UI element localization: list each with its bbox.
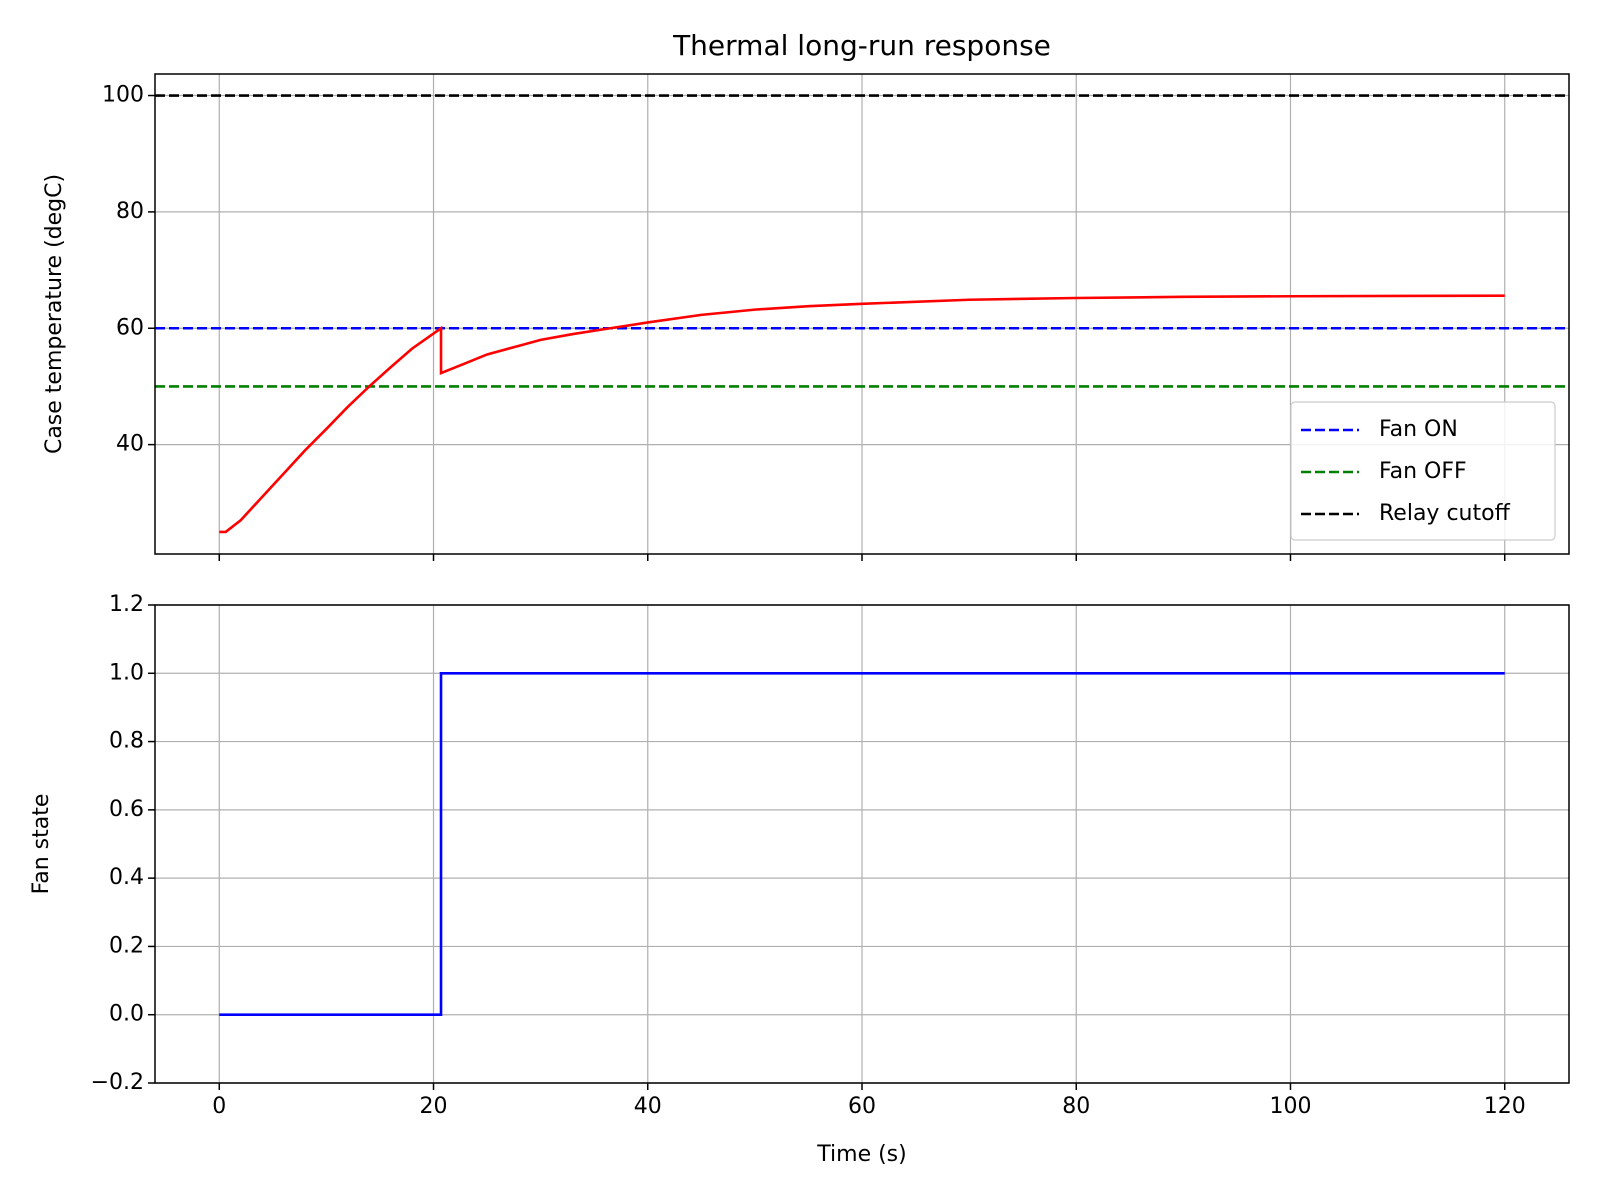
- y-tick-label: 0.6: [109, 797, 144, 822]
- legend-label: Relay cutoff: [1379, 501, 1511, 526]
- legend-label: Fan OFF: [1379, 459, 1467, 484]
- x-tick-label: 0: [212, 1094, 226, 1119]
- plot-frame: [154, 73, 1570, 555]
- y-axis-label: Fan state: [29, 794, 54, 895]
- chart-title: Thermal long-run response: [672, 29, 1051, 62]
- legend-label: Fan ON: [1379, 417, 1458, 442]
- y-tick-label: 100: [102, 83, 144, 108]
- x-tick-label: 120: [1484, 1094, 1526, 1119]
- x-tick-label: 80: [1062, 1094, 1090, 1119]
- data-line: [219, 671, 1505, 1017]
- y-tick-label: 40: [116, 432, 144, 457]
- y-tick-label: −0.2: [91, 1070, 144, 1095]
- y-tick-label: 0.4: [109, 865, 144, 890]
- x-tick-label: 20: [420, 1094, 448, 1119]
- y-tick-label: 60: [116, 315, 144, 340]
- y-tick-label: 0.0: [109, 1002, 144, 1027]
- x-axis-label: Time (s): [816, 1142, 906, 1167]
- plot-frame: [154, 604, 1570, 1084]
- x-tick-label: 60: [848, 1094, 876, 1119]
- y-tick-label: 0.8: [109, 729, 144, 754]
- y-tick-label: 0.2: [109, 933, 144, 958]
- x-tick-label: 40: [634, 1094, 662, 1119]
- legend-box: [1290, 401, 1556, 541]
- x-tick-label: 100: [1269, 1094, 1311, 1119]
- y-axis-label: Case temperature (degC): [42, 174, 67, 454]
- y-tick-label: 80: [116, 199, 144, 224]
- y-tick-label: 1.0: [109, 660, 144, 685]
- data-line: [219, 294, 1505, 534]
- y-tick-label: 1.2: [109, 592, 144, 617]
